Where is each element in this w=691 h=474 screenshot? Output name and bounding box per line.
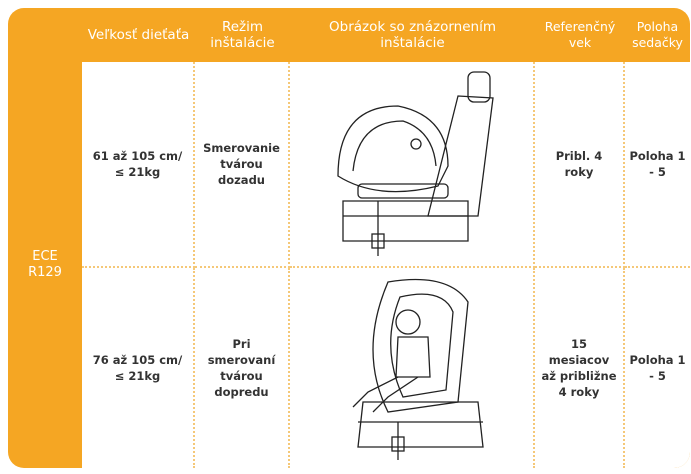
header-cell: Referenčný vek	[544, 19, 616, 50]
forward-facing-seat-illustration	[352, 278, 484, 460]
image-cell	[290, 62, 535, 268]
cell: Poloha 1 - 5	[625, 62, 690, 268]
cell: Pri smerovaní tvárou dopredu	[195, 268, 290, 468]
image-cell	[290, 268, 535, 468]
group-label: ECE R129	[28, 249, 62, 280]
cell: 15 mesiacov až približne 4 roky	[535, 268, 625, 468]
cell: Poloha 1 - 5	[625, 268, 690, 468]
cell: Pribl. 4 roky	[535, 62, 625, 268]
cell: Smerovanie tvárou dozadu	[195, 62, 290, 268]
cell: 76 až 105 cm/ ≤ 21kg	[82, 268, 195, 468]
header-cell: Poloha sedačky	[632, 19, 683, 50]
cell: 61 až 105 cm/ ≤ 21kg	[82, 62, 195, 268]
header-cell: Režim inštalácie	[210, 19, 275, 51]
rear-facing-seat-illustration	[337, 71, 494, 256]
header-cell: Veľkosť dieťaťa	[87, 27, 190, 43]
table: Veľkosť dieťaťa Režim inštalácie Obrázok…	[8, 8, 690, 468]
header-cell: Obrázok so znázornením inštalácie	[329, 19, 496, 51]
